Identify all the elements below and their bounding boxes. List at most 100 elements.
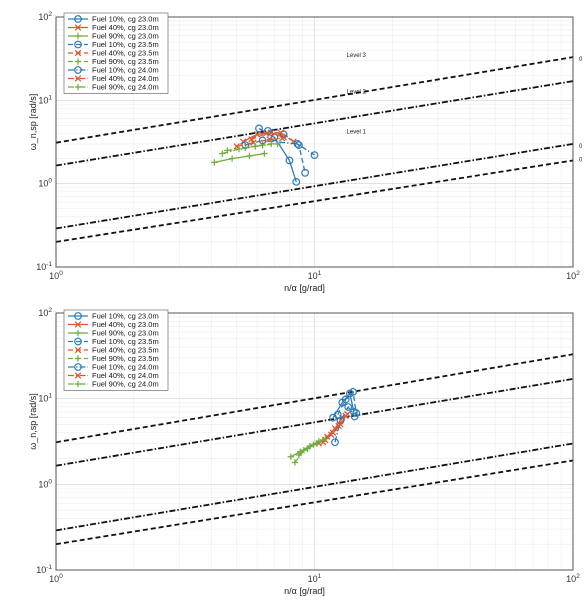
legend-label: Fuel 40%, cg 23.0m	[92, 23, 159, 32]
data-point	[322, 435, 329, 443]
legend-label: Fuel 40%, cg 23.5m	[92, 49, 159, 58]
edge-label-3: 0	[579, 158, 583, 164]
y-tick-label: 102	[38, 307, 52, 318]
data-point	[285, 156, 294, 165]
legend-entry-2: Fuel 40%, cg 23.0m	[68, 23, 159, 32]
data-point	[246, 152, 253, 160]
y-tick-label: 101	[38, 393, 52, 404]
axes-frame	[55, 312, 574, 571]
legend-swatch-marker	[74, 337, 82, 346]
y-tick-label: 102	[38, 11, 52, 22]
y-tick-label: 10-1	[36, 261, 52, 272]
data-point	[262, 130, 270, 137]
data-point	[268, 140, 275, 148]
legend-entry-5: Fuel 40%, cg 23.5m	[68, 346, 159, 355]
axes-frame	[55, 16, 574, 268]
data-point	[350, 412, 359, 421]
legend-entry-8: Fuel 40%, cg 24.0m	[68, 371, 159, 380]
legend-label: Fuel 10%, cg 23.0m	[92, 15, 159, 24]
data-point	[261, 150, 268, 157]
legend-swatch-marker	[74, 312, 82, 320]
data-point	[211, 159, 218, 166]
data-point	[331, 425, 339, 432]
data-point	[235, 145, 243, 153]
legend-label: Fuel 40%, cg 24.0m	[92, 74, 159, 83]
y-axis-label: ω_n,sp [rad/s]	[28, 393, 38, 450]
legend-label: Fuel 40%, cg 23.5m	[92, 346, 159, 355]
data-point	[304, 445, 311, 452]
data-point	[331, 438, 339, 447]
series-line	[324, 413, 348, 441]
legend-box	[63, 12, 169, 94]
x-tick-label: 102	[566, 573, 580, 584]
data-point	[313, 440, 320, 447]
data-series	[287, 387, 361, 466]
level-annotation-2: Level 2	[347, 90, 367, 96]
legend-swatch-marker	[74, 380, 82, 388]
legend-label: Fuel 90%, cg 24.0m	[92, 83, 159, 92]
data-point	[292, 178, 301, 186]
data-point	[349, 387, 357, 396]
legend-swatch-marker	[74, 32, 82, 40]
y-tick-label: 10-1	[36, 564, 52, 575]
legend-entry-5: Fuel 40%, cg 23.5m	[68, 49, 159, 58]
legend-label: Fuel 10%, cg 23.5m	[92, 337, 159, 346]
series-line	[334, 405, 356, 443]
series-9	[219, 140, 275, 157]
data-point	[329, 429, 337, 436]
series-4	[333, 387, 361, 419]
legend-swatch-marker	[74, 363, 82, 371]
legend-entry-3: Fuel 90%, cg 23.0m	[68, 329, 159, 338]
legend-entry-7: Fuel 10%, cg 24.0m	[68, 363, 159, 372]
y-tick-label: 100	[38, 178, 52, 189]
data-point	[278, 135, 286, 142]
legend-swatch-marker	[74, 24, 82, 31]
data-point	[252, 143, 259, 150]
data-point	[279, 130, 288, 139]
legend-swatch-marker	[74, 49, 82, 57]
edge-label-1: 0	[579, 57, 583, 63]
boundary-line-4	[56, 459, 573, 546]
legend-entry-6: Fuel 90%, cg 23.5m	[68, 354, 159, 363]
x-axis-label: n/α [g/rad]	[284, 586, 325, 596]
x-tick-label: 102	[566, 270, 580, 281]
legend-entry-2: Fuel 40%, cg 23.0m	[68, 320, 159, 329]
series-8	[321, 410, 351, 444]
data-point	[291, 459, 299, 466]
boundary-line-2	[56, 378, 573, 467]
series-line	[298, 438, 326, 456]
series-line	[332, 392, 355, 419]
legend-entry-4: Fuel 10%, cg 23.5m	[68, 337, 159, 346]
data-series	[211, 124, 319, 186]
legend-swatch-marker	[74, 346, 82, 354]
legend-entry-6: Fuel 90%, cg 23.5m	[68, 57, 159, 66]
legend-label: Fuel 90%, cg 23.5m	[92, 57, 159, 66]
boundary-line-1	[56, 56, 573, 144]
series-8	[233, 135, 286, 150]
legend-swatch-marker	[74, 75, 82, 82]
data-point	[258, 136, 267, 145]
boundary-line-3	[56, 442, 573, 532]
y-axis-label: ω_n,sp [rad/s]	[28, 94, 38, 151]
legend-swatch-marker	[74, 58, 82, 65]
legend-entry-9: Fuel 90%, cg 24.0m	[68, 83, 159, 92]
data-point	[240, 138, 247, 145]
series-line	[337, 390, 357, 416]
x-tick-label: 100	[49, 573, 63, 584]
x-tick-label: 101	[308, 573, 322, 584]
data-point	[274, 140, 281, 148]
data-point	[310, 151, 319, 160]
data-point	[294, 141, 303, 150]
data-point	[337, 421, 344, 428]
legend-swatch-marker	[74, 329, 82, 337]
legend-label: Fuel 10%, cg 24.0m	[92, 66, 159, 75]
legend-swatch-marker	[74, 372, 82, 379]
legend-swatch-marker	[74, 66, 82, 74]
y-tick-label: 101	[38, 94, 52, 105]
data-point	[341, 395, 350, 404]
data-point	[344, 403, 353, 411]
legend-entry-4: Fuel 10%, cg 23.5m	[68, 40, 159, 49]
data-point	[333, 410, 342, 419]
